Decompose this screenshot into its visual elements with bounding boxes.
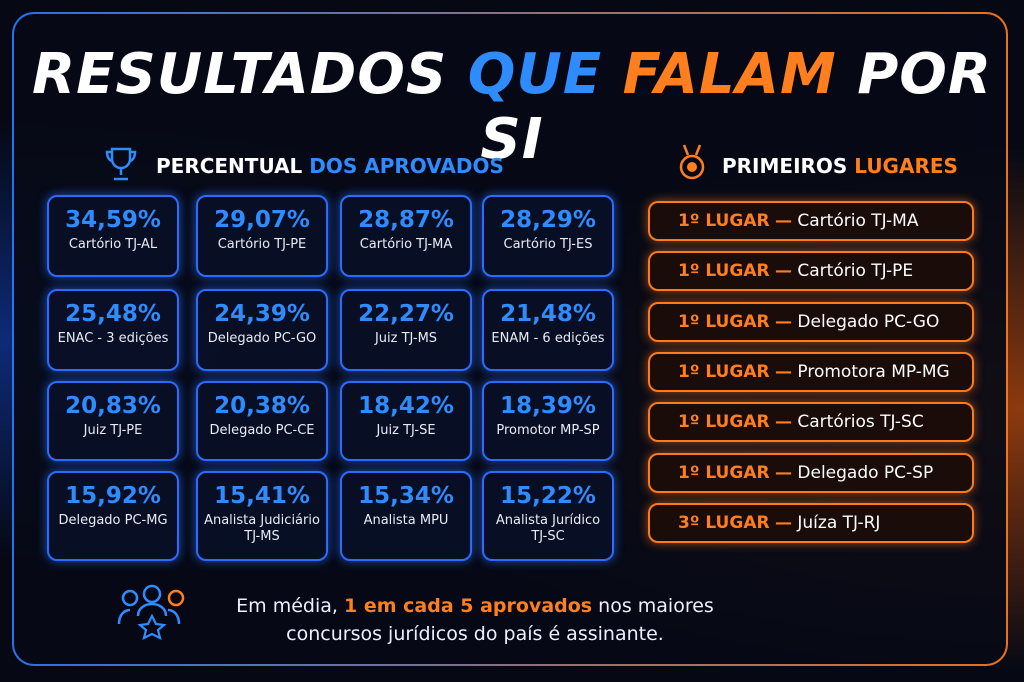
ranking-name: Cartório TJ-MA — [797, 211, 919, 231]
title-part: FALAM — [622, 42, 837, 107]
stat-value: 15,22% — [500, 483, 596, 509]
stat-label: Analista MPU — [363, 513, 449, 528]
stat-label: Cartório TJ-ES — [503, 237, 593, 252]
stat-label: Juiz TJ-PE — [83, 423, 143, 438]
stat-value: 20,38% — [214, 393, 310, 419]
stat-value: 24,39% — [214, 301, 310, 327]
ranking-separator: — — [774, 512, 792, 533]
title-part: RESULTADOS — [32, 42, 448, 107]
stat-card: 25,48% ENAC - 3 edições — [47, 289, 179, 371]
stat-value: 21,48% — [500, 301, 596, 327]
stat-label: Promotor MP-SP — [496, 423, 600, 438]
ranking-place: 1º LUGAR — [678, 361, 770, 382]
ranking-separator: — — [774, 261, 792, 282]
stat-label: ENAM - 6 edições — [491, 331, 605, 346]
stat-label: Cartório TJ-MA — [359, 237, 453, 252]
stat-label: Juiz TJ-MS — [374, 331, 438, 346]
stat-value: 20,83% — [65, 393, 161, 419]
ranking-separator: — — [774, 361, 792, 382]
stat-card: 24,39% Delegado PC-GO — [196, 289, 328, 371]
title-part: QUE — [467, 42, 603, 107]
medal-icon — [679, 144, 705, 180]
stat-card: 22,27% Juiz TJ-MS — [340, 289, 472, 371]
ranking-name: Delegado PC-SP — [797, 462, 934, 483]
ranking-place: 1º LUGAR — [678, 462, 770, 483]
trophy-icon — [105, 147, 137, 181]
ranking-row: 1º LUGAR — Promotora MP-MG — [648, 351, 974, 392]
stat-label: Analista Judiciário TJ-MS — [204, 513, 320, 544]
ranking-separator: — — [774, 412, 792, 433]
stat-label: Juiz TJ-SE — [376, 423, 436, 438]
stat-value: 28,29% — [500, 207, 596, 233]
ranking-separator: — — [774, 311, 792, 332]
ranking-row: 1º LUGAR — Cartórios TJ-SC — [648, 402, 974, 443]
stat-card: 28,87% Cartório TJ-MA — [340, 195, 472, 277]
stat-value: 25,48% — [65, 301, 161, 327]
footer-part: nos maiores concursos jurídicos do país … — [286, 595, 714, 645]
ranking-name: Cartório TJ-PE — [797, 261, 914, 282]
section-heading: PERCENTUAL DOS APROVADOS — [156, 154, 504, 178]
stat-value: 18,39% — [500, 393, 596, 419]
ranking-name: Cartórios TJ-SC — [797, 412, 924, 433]
ranking-row: 1º LUGAR — Cartório TJ-PE — [648, 251, 974, 292]
ranking-row: 1º LUGAR — Delegado PC-SP — [648, 452, 974, 493]
title-part: POR SI — [480, 42, 992, 172]
ranking-place: 1º LUGAR — [678, 412, 770, 433]
ranking-separator: — — [774, 462, 792, 483]
stat-label: Cartório TJ-PE — [217, 237, 307, 252]
heading-text: DOS APROVADOS — [309, 154, 504, 178]
heading-text: LUGARES — [854, 154, 958, 178]
stat-value: 15,34% — [358, 483, 454, 509]
ranking-name: Delegado PC-GO — [797, 311, 940, 332]
stat-label: Delegado PC-GO — [207, 331, 317, 346]
stat-card: 20,83% Juiz TJ-PE — [47, 381, 179, 461]
stat-card: 21,48% ENAM - 6 edições — [482, 289, 614, 371]
stat-label: Delegado PC-CE — [209, 423, 315, 438]
stat-value: 28,87% — [358, 207, 454, 233]
stat-label: Analista Jurídico TJ-SC — [495, 513, 601, 544]
stat-value: 15,41% — [214, 483, 310, 509]
ranking-place: 1º LUGAR — [678, 311, 770, 332]
stat-card: 18,39% Promotor MP-SP — [482, 381, 614, 461]
stat-value: 29,07% — [214, 207, 310, 233]
footer-highlight: 1 em cada 5 aprovados — [344, 595, 593, 617]
ranking-row: 1º LUGAR — Cartório TJ-MA — [648, 201, 974, 241]
section-heading: PRIMEIROS LUGARES — [722, 154, 958, 178]
stat-card: 15,41% Analista Judiciário TJ-MS — [196, 471, 328, 561]
ranking-row: 3º LUGAR — Juíza TJ-RJ — [648, 502, 974, 543]
stat-card: 29,07% Cartório TJ-PE — [196, 195, 328, 277]
footer-text: Em média, 1 em cada 5 aprovados nos maio… — [205, 592, 745, 648]
stat-card: 15,92% Delegado PC-MG — [47, 471, 179, 561]
heading-text: PERCENTUAL — [156, 154, 303, 178]
stat-label: ENAC - 3 edições — [57, 331, 169, 346]
ranking-separator: — — [774, 211, 792, 231]
stat-label: Cartório TJ-AL — [68, 237, 158, 252]
stat-value: 15,92% — [65, 483, 161, 509]
stat-card: 28,29% Cartório TJ-ES — [482, 195, 614, 277]
ranking-name: Promotora MP-MG — [797, 361, 950, 382]
ranking-place: 1º LUGAR — [678, 211, 770, 231]
stat-label: Delegado PC-MG — [58, 513, 168, 528]
people-icon — [117, 584, 185, 640]
stat-card: 34,59% Cartório TJ-AL — [47, 195, 179, 277]
stat-value: 22,27% — [358, 301, 454, 327]
title: RESULTADOS QUE FALAM POR SI — [0, 42, 1024, 172]
ranking-place: 3º LUGAR — [678, 512, 770, 533]
heading-text: PRIMEIROS — [722, 154, 848, 178]
ranking-name: Juíza TJ-RJ — [797, 512, 881, 533]
stat-card: 15,22% Analista Jurídico TJ-SC — [482, 471, 614, 561]
ranking-row: 1º LUGAR — Delegado PC-GO — [648, 301, 974, 342]
stat-card: 18,42% Juiz TJ-SE — [340, 381, 472, 461]
stat-card: 20,38% Delegado PC-CE — [196, 381, 328, 461]
stat-value: 18,42% — [358, 393, 454, 419]
ranking-place: 1º LUGAR — [678, 261, 770, 282]
stat-value: 34,59% — [65, 207, 161, 233]
footer-part: Em média, — [236, 595, 338, 617]
stat-card: 15,34% Analista MPU — [340, 471, 472, 561]
